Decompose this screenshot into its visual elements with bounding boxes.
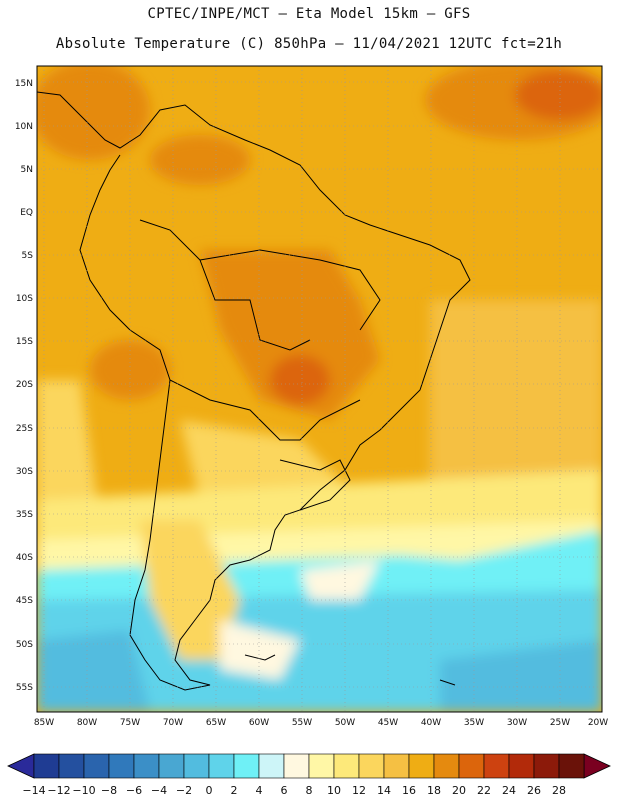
colorbar-label: −4 xyxy=(151,784,167,797)
lat-label: 5N xyxy=(21,165,33,175)
colorbar-swatch xyxy=(133,753,160,779)
colorbar-low-arrow xyxy=(7,753,35,779)
longitude-labels: 85W 80W 75W 70W 65W 60W 55W 50W 45W 40W … xyxy=(34,718,608,728)
lon-label: 85W xyxy=(34,718,54,728)
colorbar-label: 4 xyxy=(256,784,263,797)
colorbar-swatch xyxy=(333,753,360,779)
colorbar-label: 28 xyxy=(552,784,566,797)
colorbar-label: 24 xyxy=(502,784,516,797)
lat-label: 10N xyxy=(15,122,33,132)
lat-label: 15N xyxy=(15,79,33,89)
colorbar-swatch xyxy=(308,753,335,779)
lon-label: 25W xyxy=(550,718,570,728)
lat-label: 15S xyxy=(16,337,33,347)
colorbar-label: 6 xyxy=(281,784,288,797)
colorbar-swatch xyxy=(533,753,560,779)
lon-label: 35W xyxy=(464,718,484,728)
colorbar-label: 18 xyxy=(427,784,441,797)
colorbar-label: 14 xyxy=(377,784,391,797)
colorbar-swatch xyxy=(183,753,210,779)
colorbar-label: −2 xyxy=(176,784,192,797)
colorbar-label: −10 xyxy=(72,784,95,797)
lon-label: 55W xyxy=(292,718,312,728)
colorbar-label: 0 xyxy=(206,784,213,797)
map-title-line1: CPTEC/INPE/MCT – Eta Model 15km – GFS xyxy=(147,6,471,22)
colorbar-label: −8 xyxy=(101,784,117,797)
lon-label: 50W xyxy=(335,718,355,728)
colorbar-swatch xyxy=(158,753,185,779)
lat-label: 50S xyxy=(16,640,33,650)
colorbar-swatch xyxy=(208,753,235,779)
lon-label: 65W xyxy=(206,718,226,728)
colorbar-swatch xyxy=(558,753,585,779)
colorbar-label: 8 xyxy=(306,784,313,797)
colorbar-swatch xyxy=(83,753,110,779)
colorbar-label: 2 xyxy=(231,784,238,797)
colorbar-label: 16 xyxy=(402,784,416,797)
colorbar-swatch xyxy=(358,753,385,779)
colorbar-swatch xyxy=(108,753,135,779)
lon-label: 40W xyxy=(421,718,441,728)
colorbar-swatch xyxy=(283,753,310,779)
lat-label: 30S xyxy=(16,467,33,477)
colorbar-label: 10 xyxy=(327,784,341,797)
colorbar-label: −12 xyxy=(47,784,70,797)
colorbar-swatch xyxy=(433,753,460,779)
lon-label: 70W xyxy=(163,718,183,728)
lat-label: 10S xyxy=(16,294,33,304)
lat-label: EQ xyxy=(20,208,33,218)
colorbar-swatch xyxy=(458,753,485,779)
lon-label: 20W xyxy=(588,718,608,728)
colorbar-swatch xyxy=(258,753,285,779)
colorbar-swatch xyxy=(408,753,435,779)
lon-label: 75W xyxy=(120,718,140,728)
lat-label: 40S xyxy=(16,553,33,563)
colorbar-label: −14 xyxy=(22,784,45,797)
lat-label: 45S xyxy=(16,596,33,606)
lat-label: 55S xyxy=(16,683,33,693)
colorbar-label: −6 xyxy=(126,784,142,797)
colorbar-high-arrow xyxy=(583,753,611,779)
lat-label: 20S xyxy=(16,380,33,390)
colorbar-swatch xyxy=(58,753,85,779)
colorbar-label: 26 xyxy=(527,784,541,797)
colorbar-label: 12 xyxy=(352,784,366,797)
colorbar-label: 20 xyxy=(452,784,466,797)
temperature-field xyxy=(37,66,602,712)
lat-label: 5S xyxy=(22,251,34,261)
coastlines xyxy=(37,91,471,691)
latitude-labels: 15N 10N 5N EQ 5S 10S 15S 20S 25S 30S 35S… xyxy=(15,79,33,693)
map-title-line2: Absolute Temperature (C) 850hPa – 11/04/… xyxy=(55,36,563,52)
lon-label: 60W xyxy=(249,718,269,728)
colorbar-swatch xyxy=(233,753,260,779)
lat-label: 25S xyxy=(16,424,33,434)
colorbar-swatch xyxy=(483,753,510,779)
lon-label: 45W xyxy=(378,718,398,728)
lon-label: 30W xyxy=(507,718,527,728)
colorbar-label: 22 xyxy=(477,784,491,797)
lat-label: 35S xyxy=(16,510,33,520)
colorbar: −14 −12 −10 −8 −6 −4 −2 0 2 4 6 8 10 12 14 16 18 20 22 24 26… xyxy=(7,753,611,797)
colorbar-swatch xyxy=(383,753,410,779)
map-frame xyxy=(36,65,603,713)
lon-label: 80W xyxy=(77,718,97,728)
colorbar-swatch xyxy=(508,753,535,779)
colorbar-swatch xyxy=(33,753,60,779)
